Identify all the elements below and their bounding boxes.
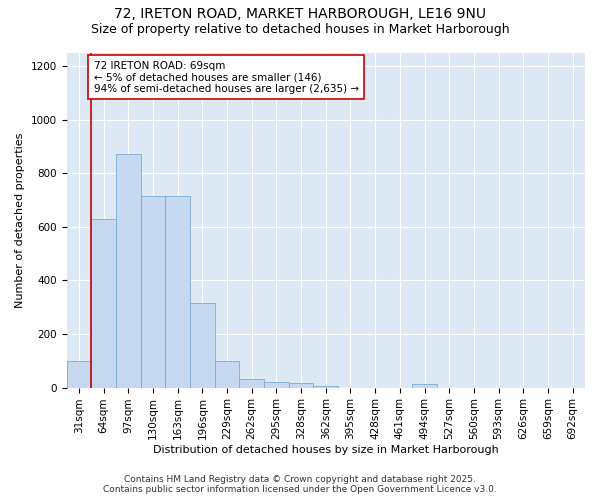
Text: 72 IRETON ROAD: 69sqm
← 5% of detached houses are smaller (146)
94% of semi-deta: 72 IRETON ROAD: 69sqm ← 5% of detached h… <box>94 60 359 94</box>
Bar <box>215 361 239 388</box>
Bar <box>140 196 165 388</box>
Bar <box>264 382 289 388</box>
Bar <box>289 383 313 388</box>
Y-axis label: Number of detached properties: Number of detached properties <box>15 132 25 308</box>
Bar <box>412 384 437 388</box>
Bar <box>67 361 91 388</box>
X-axis label: Distribution of detached houses by size in Market Harborough: Distribution of detached houses by size … <box>153 445 499 455</box>
Bar <box>313 386 338 388</box>
Bar <box>239 379 264 388</box>
Bar <box>116 154 140 388</box>
Text: Size of property relative to detached houses in Market Harborough: Size of property relative to detached ho… <box>91 22 509 36</box>
Bar <box>165 196 190 388</box>
Bar <box>190 303 215 388</box>
Bar <box>91 218 116 388</box>
Text: 72, IRETON ROAD, MARKET HARBOROUGH, LE16 9NU: 72, IRETON ROAD, MARKET HARBOROUGH, LE16… <box>114 8 486 22</box>
Text: Contains HM Land Registry data © Crown copyright and database right 2025.
Contai: Contains HM Land Registry data © Crown c… <box>103 474 497 494</box>
